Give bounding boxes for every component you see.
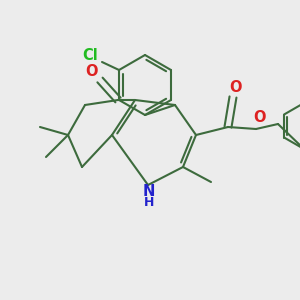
Text: Cl: Cl: [82, 49, 98, 64]
Text: O: O: [229, 80, 241, 94]
Text: O: O: [254, 110, 266, 124]
Text: O: O: [86, 64, 98, 80]
Text: N: N: [143, 184, 155, 200]
Text: H: H: [144, 196, 154, 209]
